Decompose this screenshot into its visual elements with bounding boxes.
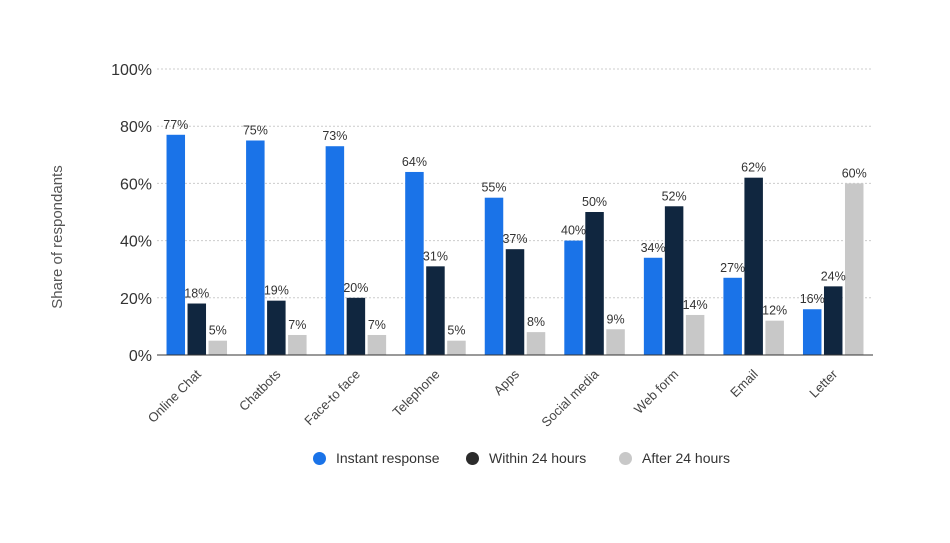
data-label: 5% <box>209 324 227 338</box>
legend-item-instant[interactable]: Instant response <box>313 450 440 466</box>
data-label: 5% <box>447 324 465 338</box>
data-label: 7% <box>368 318 386 332</box>
data-label: 31% <box>423 249 448 263</box>
legend-dot-icon <box>619 451 632 465</box>
bar[interactable] <box>505 249 525 355</box>
data-label: 14% <box>683 298 708 312</box>
bar[interactable] <box>844 183 864 355</box>
data-label: 16% <box>800 292 825 306</box>
x-tick-label: Telephone <box>390 367 443 420</box>
data-label: 40% <box>561 224 586 238</box>
legend-dot-icon <box>466 451 479 465</box>
y-tick-label: 40% <box>120 234 152 251</box>
bar[interactable] <box>267 300 286 355</box>
data-label: 34% <box>641 241 666 255</box>
data-label: 27% <box>720 261 745 275</box>
legend: Instant response Within 24 hours After 2… <box>0 450 950 472</box>
y-tick-label: 0% <box>129 348 152 365</box>
bar[interactable] <box>484 197 504 355</box>
y-tick-label: 80% <box>120 119 152 136</box>
data-label: 19% <box>264 284 289 298</box>
data-label: 24% <box>821 269 846 283</box>
y-tick-label: 20% <box>120 291 152 308</box>
bar[interactable] <box>405 171 424 355</box>
data-label: 52% <box>662 189 687 203</box>
x-tick-label: Email <box>727 366 761 400</box>
data-label: 20% <box>343 281 368 295</box>
bar[interactable] <box>802 309 822 355</box>
data-label: 7% <box>288 318 306 332</box>
x-tick-label: Social media <box>538 366 602 430</box>
data-label: 18% <box>184 287 209 301</box>
data-label: 60% <box>842 166 867 180</box>
bar[interactable] <box>187 303 207 355</box>
bar[interactable] <box>564 240 583 355</box>
bar[interactable] <box>166 134 186 355</box>
legend-item-after-24h[interactable]: After 24 hours <box>619 450 730 466</box>
legend-label: After 24 hours <box>642 450 730 466</box>
data-label: 12% <box>762 304 787 318</box>
data-label: 8% <box>527 315 545 329</box>
data-label: 50% <box>582 195 607 209</box>
data-label: 55% <box>481 181 506 195</box>
data-label: 73% <box>322 129 347 143</box>
x-tick-label: Online Chat <box>145 366 204 425</box>
x-tick-label: Letter <box>806 366 841 401</box>
x-axis-ticks: Online Chat Chatbots Face-to face Telephone… <box>145 366 841 430</box>
bar[interactable] <box>643 257 663 355</box>
y-axis-label: Share of respondants <box>49 165 66 308</box>
bar[interactable] <box>585 212 604 355</box>
x-tick-label: Chatbots <box>236 366 284 414</box>
bar[interactable] <box>526 332 546 355</box>
y-tick-label: 60% <box>120 176 152 193</box>
data-label: 77% <box>163 118 188 132</box>
legend-item-within-24h[interactable]: Within 24 hours <box>466 450 586 466</box>
data-label: 37% <box>502 232 527 246</box>
data-label: 62% <box>741 161 766 175</box>
bar[interactable] <box>325 146 345 355</box>
bar[interactable] <box>685 314 705 355</box>
x-tick-label: Apps <box>491 366 523 398</box>
data-label: 64% <box>402 155 427 169</box>
value-labels: 77% 18% 5% 75% 19% 7% 73% 20% 7% 64% 31% 5% 55% 37% 8%… <box>163 118 866 338</box>
bar[interactable] <box>723 277 742 355</box>
bar[interactable] <box>744 177 763 355</box>
y-tick-label: 100% <box>111 62 152 79</box>
bar[interactable] <box>765 320 784 355</box>
legend-label: Instant response <box>336 450 440 466</box>
legend-dot-icon <box>313 451 326 465</box>
bar[interactable] <box>426 266 445 355</box>
bar[interactable] <box>664 206 684 355</box>
bar[interactable] <box>246 140 265 356</box>
bar[interactable] <box>606 329 625 355</box>
bar[interactable] <box>823 286 843 355</box>
legend-label: Within 24 hours <box>489 450 587 466</box>
bar[interactable] <box>288 334 307 355</box>
y-axis-ticks: 0% 20% 40% 60% 80% 100% <box>111 62 152 365</box>
x-tick-label: Web form <box>631 367 681 417</box>
bar[interactable] <box>447 340 466 355</box>
data-label: 9% <box>607 312 625 326</box>
bars <box>166 134 864 356</box>
bar[interactable] <box>346 297 366 355</box>
bar[interactable] <box>367 334 387 355</box>
bar[interactable] <box>208 340 228 355</box>
data-label: 75% <box>243 124 268 138</box>
x-tick-label: Face-to face <box>301 367 363 429</box>
